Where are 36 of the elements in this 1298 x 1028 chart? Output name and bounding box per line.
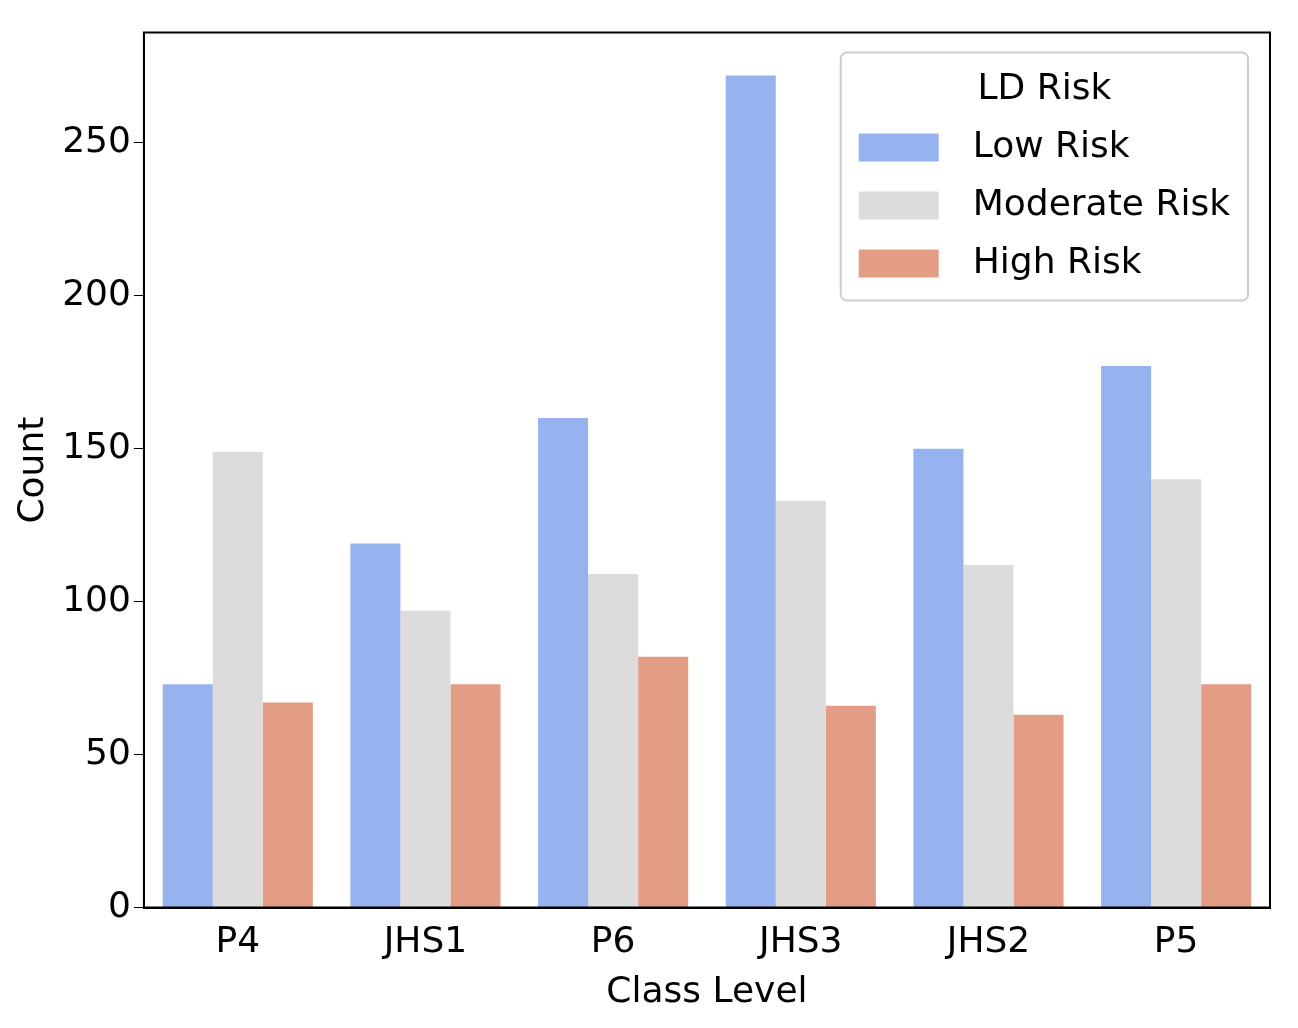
bar bbox=[1151, 479, 1202, 908]
bar bbox=[162, 684, 213, 908]
bar bbox=[538, 418, 589, 908]
x-tick-label: P4 bbox=[215, 918, 261, 960]
x-tick-label: JHS2 bbox=[944, 918, 1031, 960]
x-axis-title: Class Level bbox=[606, 968, 808, 1010]
x-tick-label: JHS3 bbox=[757, 918, 843, 960]
y-tick-label: 250 bbox=[62, 119, 131, 161]
y-axis-title: Count bbox=[9, 416, 51, 524]
y-tick-label: 100 bbox=[62, 578, 131, 620]
bar bbox=[825, 705, 876, 908]
bar bbox=[588, 574, 639, 908]
bar bbox=[913, 448, 964, 908]
y-tick-label: 50 bbox=[85, 730, 131, 772]
bar bbox=[638, 656, 689, 908]
bar bbox=[963, 564, 1014, 908]
bar bbox=[725, 75, 776, 908]
bar bbox=[775, 500, 826, 908]
bar bbox=[1101, 366, 1152, 908]
x-tick-label: P6 bbox=[590, 918, 636, 960]
y-tick-label: 150 bbox=[62, 425, 131, 467]
x-tick-label: P5 bbox=[1153, 918, 1199, 960]
bar bbox=[1201, 684, 1252, 908]
bar bbox=[450, 684, 501, 908]
legend-label: Moderate Risk bbox=[972, 181, 1231, 223]
legend-title: LD Risk bbox=[977, 65, 1112, 107]
bar bbox=[212, 451, 263, 908]
bar bbox=[350, 543, 401, 908]
bar bbox=[262, 702, 313, 908]
legend-label: Low Risk bbox=[972, 123, 1130, 165]
bar bbox=[400, 610, 451, 908]
legend-label: High Risk bbox=[972, 239, 1142, 281]
y-tick-label: 200 bbox=[62, 272, 131, 314]
bar bbox=[1013, 714, 1064, 908]
y-tick-label: 0 bbox=[108, 883, 131, 925]
x-tick-label: JHS1 bbox=[381, 918, 468, 960]
